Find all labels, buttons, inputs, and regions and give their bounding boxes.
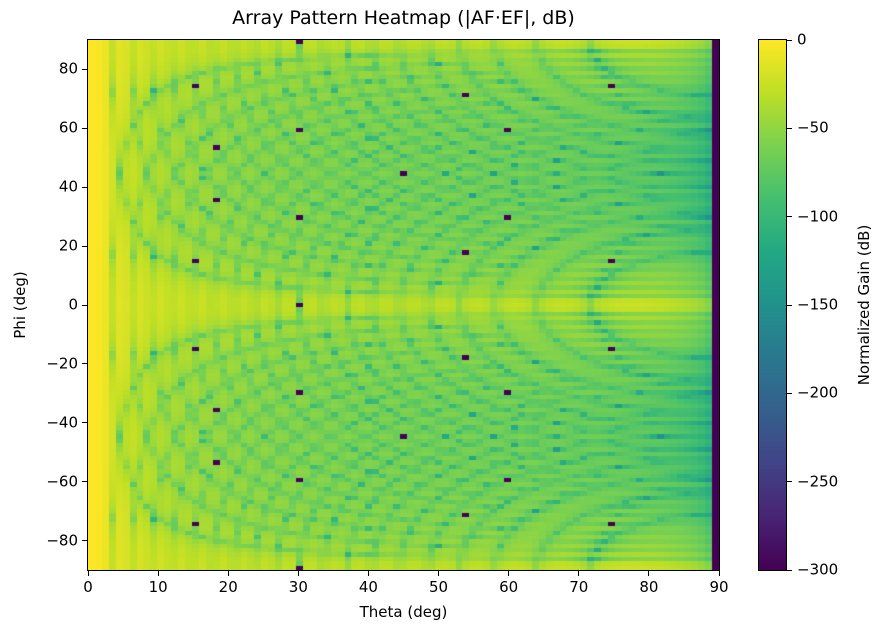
x-axis-label: Theta (deg) (359, 603, 448, 621)
x-tick (718, 571, 720, 576)
x-tick (648, 571, 650, 576)
x-tick-label: 10 (148, 578, 168, 596)
x-tick (578, 571, 580, 576)
y-tick-label: 40 (58, 177, 78, 196)
colorbar (758, 39, 787, 571)
x-tick (297, 571, 299, 576)
heatmap-plot-area (87, 39, 720, 571)
colorbar-tick-label: −200 (797, 383, 839, 402)
y-tick-label: 80 (58, 59, 78, 78)
y-tick-label: 20 (58, 236, 78, 255)
y-tick-label: −40 (46, 413, 78, 432)
y-axis-label: Phi (deg) (11, 271, 29, 339)
x-tick-label: 20 (218, 578, 238, 596)
colorbar-tick-label: −150 (797, 295, 839, 314)
heatmap-canvas (88, 40, 719, 570)
x-tick (508, 571, 510, 576)
colorbar-tick (787, 216, 792, 218)
x-tick-label: 30 (288, 578, 308, 596)
colorbar-tick (787, 127, 792, 129)
colorbar-label: Normalized Gain (dB) (855, 224, 873, 386)
colorbar-tick-label: −300 (797, 560, 839, 579)
x-tick-label: 40 (358, 578, 378, 596)
colorbar-tick (787, 304, 792, 306)
x-tick-label: 0 (83, 578, 93, 596)
x-tick-label: 80 (639, 578, 659, 596)
colorbar-tick (787, 392, 792, 394)
colorbar-tick-label: 0 (797, 30, 807, 49)
colorbar-tick-label: −100 (797, 207, 839, 226)
plot-title: Array Pattern Heatmap (|AF·EF|, dB) (232, 7, 575, 29)
x-tick (157, 571, 159, 576)
y-tick-label: −80 (46, 531, 78, 550)
x-tick (438, 571, 440, 576)
y-tick-label: −20 (46, 354, 78, 373)
x-tick-label: 60 (499, 578, 519, 596)
x-tick (87, 571, 89, 576)
y-tick-label: −60 (46, 472, 78, 491)
x-tick-label: 90 (709, 578, 729, 596)
colorbar-tick (787, 39, 792, 41)
colorbar-tick (787, 481, 792, 483)
x-tick (367, 571, 369, 576)
colorbar-tick-label: −50 (797, 118, 829, 137)
y-tick-label: 60 (58, 118, 78, 137)
x-tick (227, 571, 229, 576)
colorbar-canvas (759, 40, 786, 570)
x-tick-label: 50 (429, 578, 449, 596)
colorbar-tick-label: −250 (797, 472, 839, 491)
colorbar-tick (787, 569, 792, 571)
x-tick-label: 70 (569, 578, 589, 596)
